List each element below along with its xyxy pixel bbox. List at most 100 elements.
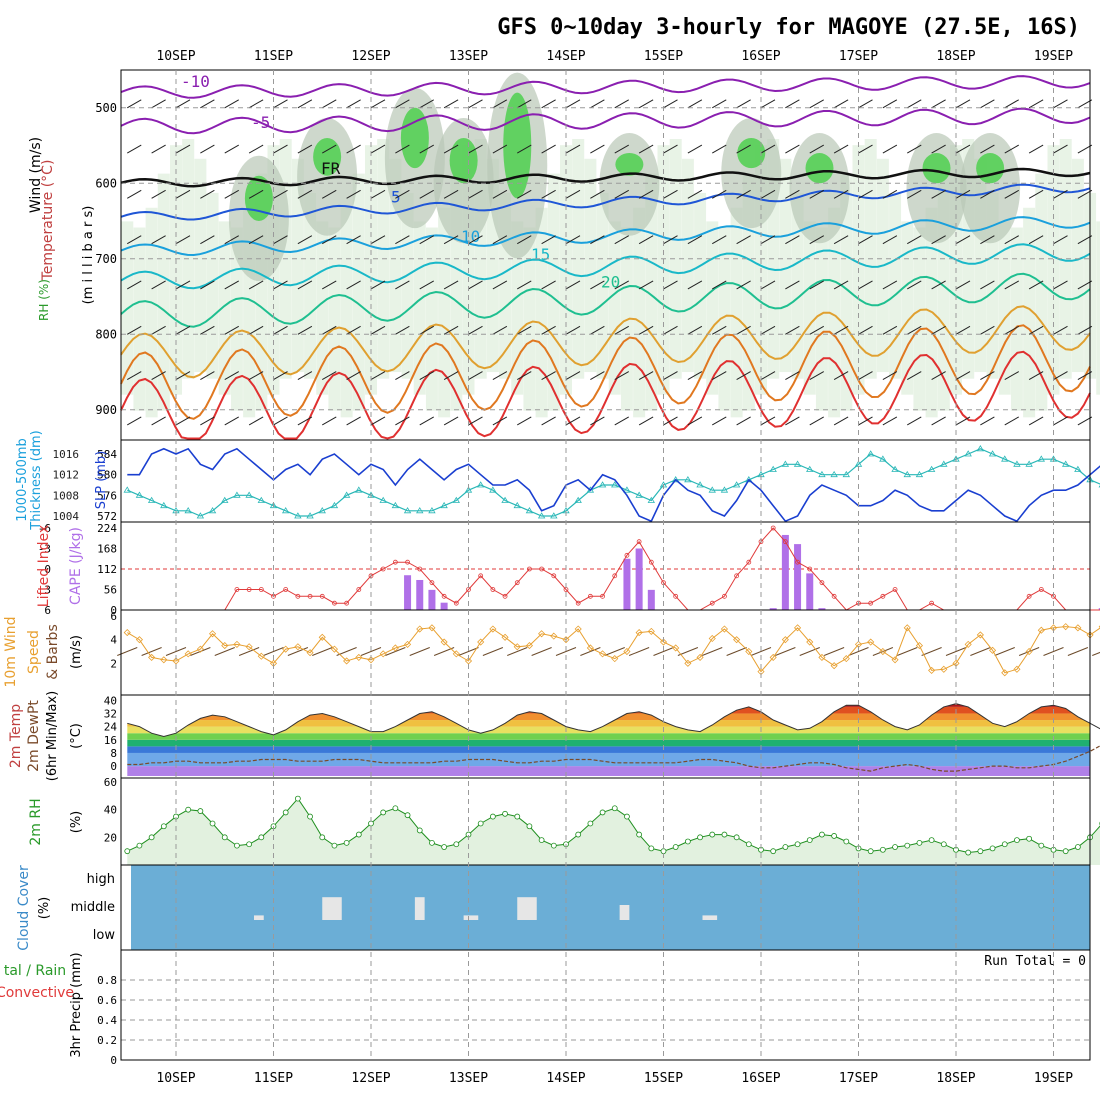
wind-barb: [639, 417, 653, 425]
surface-wind-barb: [239, 648, 259, 656]
slp-tick-label: 1004: [53, 510, 80, 523]
rh-point: [332, 843, 337, 848]
surface-wind-barb: [288, 648, 308, 656]
rh-point: [490, 814, 495, 819]
bottom-date-label: 13SEP: [449, 1071, 488, 1086]
wind-barb: [566, 100, 580, 108]
rh-point: [503, 811, 508, 816]
rh-point: [222, 835, 227, 840]
temperature-band: [121, 746, 1090, 753]
wind-barb: [298, 100, 312, 108]
isotherm-label: 5: [391, 187, 401, 206]
wind-barb: [1054, 100, 1068, 108]
p2-thick2-label: Thickness (dm): [29, 430, 44, 530]
wind-barb: [810, 417, 824, 425]
cape-bar: [404, 575, 411, 610]
p1-temp-label: Temperature (°C): [40, 160, 56, 282]
wind-barb: [907, 100, 921, 108]
rh-high-blob: [976, 153, 1004, 183]
surface-wind-barb: [312, 648, 332, 656]
rh-point: [551, 843, 556, 848]
wind-barb: [883, 100, 897, 108]
temp-tick-label: 16: [104, 734, 117, 747]
p1-mb-label: (m i l l i b a r s): [81, 206, 96, 305]
slp-tick-label: 1012: [53, 469, 80, 482]
surface-wind-barb: [897, 648, 917, 656]
temp-tick-label: 40: [104, 694, 117, 707]
rh-point: [880, 847, 885, 852]
rh-point: [381, 810, 386, 815]
wind-barb: [347, 417, 361, 425]
wind-barb: [444, 417, 458, 425]
cape-tick-label: 112: [97, 563, 117, 576]
temperature-band: [121, 697, 1090, 707]
rh-point: [356, 832, 361, 837]
rh-point: [539, 838, 544, 843]
temperature-fill: [121, 697, 1090, 776]
wind-barb: [249, 145, 263, 153]
pressure-tick-label: 600: [95, 176, 117, 190]
wind-tick-label: 2: [110, 657, 117, 670]
rh-point: [137, 843, 142, 848]
wind-barb: [785, 100, 799, 108]
rh-shade-cell: [913, 228, 925, 411]
rh-point: [795, 842, 800, 847]
rh-point: [624, 814, 629, 819]
temperature-band: [121, 713, 1090, 720]
cape-tick-label: 224: [97, 522, 117, 535]
top-date-label: 19SEP: [1034, 49, 1073, 64]
wind-barb: [176, 417, 190, 425]
top-date-label: 16SEP: [741, 49, 780, 64]
precip-tick-label: 0.6: [97, 994, 117, 1007]
pressure-tick-label: 900: [95, 403, 117, 417]
isotherm-label: FR: [321, 159, 341, 178]
temperature-band: [121, 707, 1090, 714]
mid-cloud-cell: [254, 915, 264, 920]
bottom-date-label: 17SEP: [839, 1071, 878, 1086]
p3-li-label: Lifted Index: [36, 525, 52, 607]
rh-point: [1063, 849, 1068, 854]
rh-point: [186, 807, 191, 812]
rh-shade-cell: [426, 228, 438, 411]
mid-cloud-cell: [620, 905, 630, 920]
rh-point: [417, 828, 422, 833]
rh-point: [649, 846, 654, 851]
top-date-label: 10SEP: [156, 49, 195, 64]
cape-bar: [441, 603, 448, 610]
wind-barb: [907, 417, 921, 425]
temperature-band: [121, 720, 1090, 727]
top-date-label: 13SEP: [449, 49, 488, 64]
bottom-date-label: 12SEP: [351, 1071, 390, 1086]
rh-high-blob: [450, 138, 478, 183]
wind-barb: [322, 100, 336, 108]
panel-frame: [121, 522, 1090, 610]
rh-point: [161, 824, 166, 829]
isotherm-label: 20: [601, 272, 620, 291]
surface-wind-barb: [483, 648, 503, 656]
wind-barb: [712, 100, 726, 108]
wind-barb: [493, 417, 507, 425]
rh-point: [600, 810, 605, 815]
rh-point: [612, 806, 617, 811]
wind-barb: [152, 145, 166, 153]
top-date-label: 12SEP: [351, 49, 390, 64]
rh-point: [807, 838, 812, 843]
temp-tick-label: 0: [110, 760, 117, 773]
rh-point: [588, 821, 593, 826]
precip-tick-label: 0.4: [97, 1014, 117, 1027]
precip-tick-label: 0.2: [97, 1034, 117, 1047]
wind-barb: [274, 417, 288, 425]
cape-bar: [416, 580, 423, 610]
mid-cloud-cell: [415, 897, 425, 920]
rh-point: [722, 832, 727, 837]
surface-wind-barb: [995, 648, 1015, 656]
isotherm-label: 10: [461, 227, 480, 246]
p5-unit-label: (°C): [69, 723, 84, 749]
top-date-label: 17SEP: [839, 49, 878, 64]
rh-point: [454, 842, 459, 847]
slp-tick-label: 1016: [53, 448, 80, 461]
wind-barb: [761, 100, 775, 108]
rh-point: [661, 849, 666, 854]
bottom-date-label: 18SEP: [936, 1071, 975, 1086]
cape-tick-label: 56: [104, 584, 117, 597]
